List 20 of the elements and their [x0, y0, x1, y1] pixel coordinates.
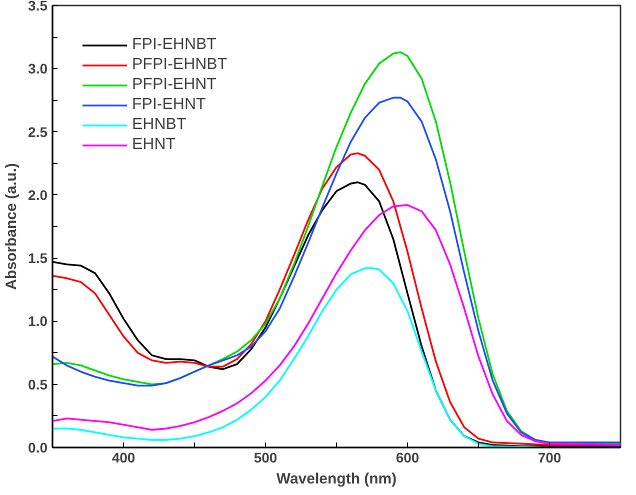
- y-tick-label: 2.5: [28, 124, 48, 140]
- y-axis-title: Absorbance (a.u.): [3, 163, 20, 290]
- y-tick-label: 1.0: [28, 313, 48, 330]
- legend-label: EHNT: [132, 136, 176, 154]
- legend-label: PFPI-EHNBT: [132, 56, 228, 74]
- legend-label: PFPI-EHNT: [132, 76, 216, 94]
- x-tick-label: 400: [112, 450, 136, 466]
- legend-label: EHNBT: [132, 116, 186, 134]
- y-tick-label: 2.0: [28, 186, 48, 203]
- y-tick-label: 0.5: [28, 376, 48, 392]
- x-tick-label: 500: [254, 450, 278, 466]
- legend-label: FPI-EHNBT: [132, 36, 216, 54]
- x-tick-label: 700: [538, 450, 562, 466]
- x-axis-title: Wavelength (nm): [276, 470, 397, 488]
- y-tick-label: 3.0: [28, 60, 48, 77]
- x-tick-label: 600: [396, 450, 420, 466]
- y-tick-label: 3.5: [28, 0, 48, 14]
- y-tick-label: 0.0: [28, 440, 48, 456]
- y-tick-label: 1.5: [28, 250, 48, 266]
- legend-label: FPI-EHNT: [132, 96, 206, 114]
